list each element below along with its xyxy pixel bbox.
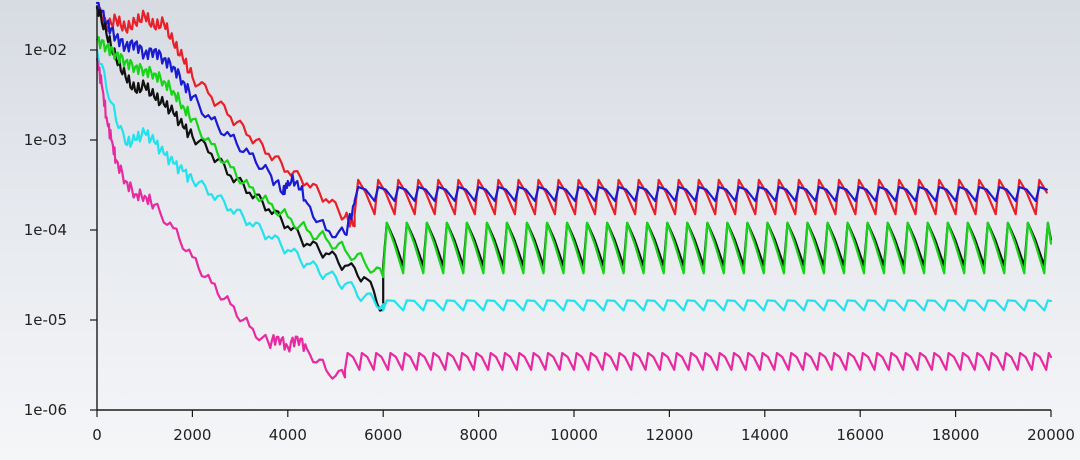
residual-series-1 bbox=[95, 6, 1048, 228]
residual-series-5 bbox=[95, 48, 1053, 312]
x-tick-label: 2000 bbox=[173, 426, 211, 444]
y-tick-label: 1e-06 bbox=[24, 401, 67, 419]
x-tick-label: 12000 bbox=[646, 426, 694, 444]
residual-series-3 bbox=[95, 6, 1053, 312]
y-tick-label: 1e-02 bbox=[24, 41, 67, 59]
x-tick-label: 8000 bbox=[460, 426, 498, 444]
y-tick-label: 1e-05 bbox=[24, 311, 67, 329]
x-tick-label: 14000 bbox=[741, 426, 789, 444]
y-tick-label: 1e-04 bbox=[24, 221, 67, 239]
residual-series-4 bbox=[95, 36, 1053, 279]
x-tick-label: 16000 bbox=[836, 426, 884, 444]
residual-series-2 bbox=[95, 1, 1048, 239]
x-tick-label: 4000 bbox=[269, 426, 307, 444]
x-tick-label: 0 bbox=[92, 426, 102, 444]
residual-series-6 bbox=[95, 57, 1053, 380]
series-layer bbox=[95, 1, 1053, 380]
x-tick-label: 18000 bbox=[932, 426, 980, 444]
y-tick-label: 1e-03 bbox=[24, 131, 67, 149]
x-tick-label: 20000 bbox=[1027, 426, 1075, 444]
axes-layer: 0 2000 4000 6000 8000 10000 12000 14000 16000 180… bbox=[24, 5, 1075, 444]
x-tick-label: 10000 bbox=[550, 426, 598, 444]
x-tick-label: 6000 bbox=[364, 426, 402, 444]
